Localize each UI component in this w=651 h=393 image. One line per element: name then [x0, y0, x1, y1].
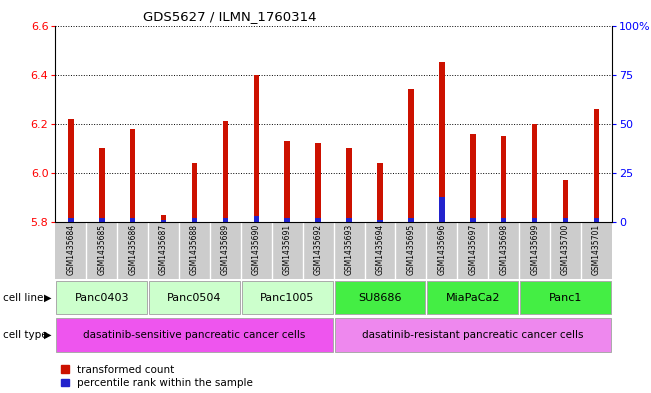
- Text: Panc1005: Panc1005: [260, 293, 314, 303]
- Text: GSM1435695: GSM1435695: [406, 224, 415, 275]
- Bar: [335, 281, 426, 314]
- Bar: [284, 141, 290, 222]
- Bar: [56, 281, 147, 314]
- Bar: [594, 218, 600, 222]
- Bar: [562, 218, 568, 222]
- Text: GSM1435691: GSM1435691: [283, 224, 292, 275]
- Bar: [191, 163, 197, 222]
- Bar: [532, 218, 538, 222]
- Bar: [130, 129, 135, 222]
- Bar: [408, 90, 414, 222]
- Bar: [191, 218, 197, 222]
- Text: SU8686: SU8686: [358, 293, 402, 303]
- Text: cell type: cell type: [3, 330, 48, 340]
- Bar: [377, 220, 383, 222]
- Text: ▶: ▶: [44, 293, 51, 303]
- Bar: [346, 218, 352, 222]
- Bar: [562, 180, 568, 222]
- Text: cell line: cell line: [3, 293, 44, 303]
- Text: GSM1435689: GSM1435689: [221, 224, 230, 275]
- Bar: [253, 216, 259, 222]
- Bar: [68, 218, 74, 222]
- Text: GSM1435699: GSM1435699: [530, 224, 539, 275]
- Text: MiaPaCa2: MiaPaCa2: [445, 293, 500, 303]
- Text: GSM1435688: GSM1435688: [190, 224, 199, 275]
- Bar: [335, 318, 611, 352]
- Legend: transformed count, percentile rank within the sample: transformed count, percentile rank withi…: [61, 365, 253, 388]
- Text: GSM1435686: GSM1435686: [128, 224, 137, 275]
- Text: dasatinib-sensitive pancreatic cancer cells: dasatinib-sensitive pancreatic cancer ce…: [83, 330, 306, 340]
- Text: GSM1435701: GSM1435701: [592, 224, 601, 275]
- Bar: [68, 119, 74, 222]
- Bar: [56, 318, 333, 352]
- Text: dasatinib-resistant pancreatic cancer cells: dasatinib-resistant pancreatic cancer ce…: [362, 330, 583, 340]
- Bar: [439, 62, 445, 222]
- Bar: [315, 218, 321, 222]
- Bar: [284, 218, 290, 222]
- Text: GSM1435693: GSM1435693: [344, 224, 353, 275]
- Bar: [242, 281, 333, 314]
- Bar: [315, 143, 321, 222]
- Bar: [439, 196, 445, 222]
- Text: GSM1435696: GSM1435696: [437, 224, 447, 275]
- Text: ▶: ▶: [44, 330, 51, 340]
- Bar: [408, 218, 414, 222]
- Text: GSM1435685: GSM1435685: [97, 224, 106, 275]
- Bar: [130, 218, 135, 222]
- Text: GSM1435697: GSM1435697: [468, 224, 477, 275]
- Text: GSM1435700: GSM1435700: [561, 224, 570, 275]
- Bar: [149, 281, 240, 314]
- Bar: [520, 281, 611, 314]
- Bar: [532, 124, 538, 222]
- Bar: [99, 218, 105, 222]
- Text: GSM1435684: GSM1435684: [66, 224, 76, 275]
- Bar: [253, 75, 259, 222]
- Bar: [470, 218, 476, 222]
- Bar: [377, 163, 383, 222]
- Text: Panc0504: Panc0504: [167, 293, 222, 303]
- Text: GSM1435690: GSM1435690: [252, 224, 261, 275]
- Bar: [223, 121, 229, 222]
- Bar: [501, 218, 506, 222]
- Text: GSM1435687: GSM1435687: [159, 224, 168, 275]
- Text: Panc1: Panc1: [549, 293, 582, 303]
- Text: GDS5627 / ILMN_1760314: GDS5627 / ILMN_1760314: [143, 10, 317, 23]
- Bar: [427, 281, 518, 314]
- Text: GSM1435692: GSM1435692: [314, 224, 323, 275]
- Bar: [223, 218, 229, 222]
- Text: GSM1435694: GSM1435694: [376, 224, 385, 275]
- Bar: [594, 109, 600, 222]
- Bar: [501, 136, 506, 222]
- Text: GSM1435698: GSM1435698: [499, 224, 508, 275]
- Bar: [161, 215, 167, 222]
- Bar: [346, 149, 352, 222]
- Bar: [99, 149, 105, 222]
- Text: Panc0403: Panc0403: [74, 293, 129, 303]
- Bar: [470, 134, 476, 222]
- Bar: [161, 220, 167, 222]
